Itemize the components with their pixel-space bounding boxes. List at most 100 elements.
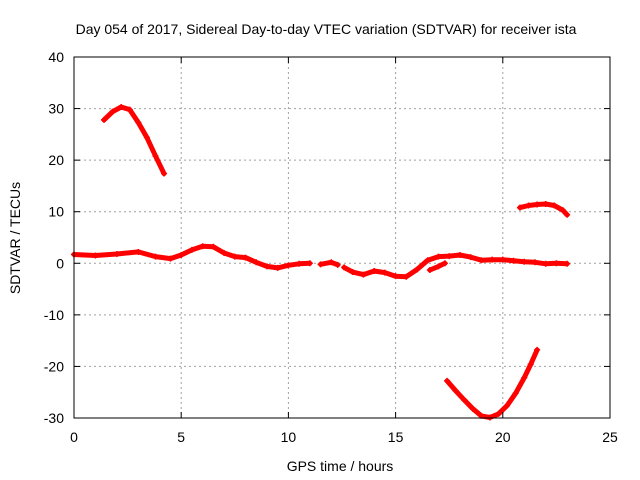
data-point bbox=[414, 266, 421, 273]
series-near-zero-satellite-tracks bbox=[71, 243, 571, 280]
data-point bbox=[152, 153, 159, 160]
data-point bbox=[495, 410, 502, 417]
data-point bbox=[263, 263, 270, 270]
data-point bbox=[231, 253, 238, 260]
data-point bbox=[285, 262, 292, 269]
data-point bbox=[531, 259, 538, 266]
x-tick-label: 10 bbox=[281, 429, 297, 445]
data-point bbox=[542, 260, 549, 267]
data-point bbox=[542, 200, 549, 207]
y-tick-label: -10 bbox=[44, 307, 64, 323]
data-point bbox=[274, 264, 281, 271]
y-tick-label: 20 bbox=[48, 152, 64, 168]
data-point bbox=[424, 257, 431, 264]
data-point bbox=[446, 253, 453, 260]
x-axis-label: GPS time / hours bbox=[287, 458, 394, 474]
series-early-high-arc bbox=[101, 104, 168, 177]
data-point bbox=[516, 204, 523, 211]
chart-title: Day 054 of 2017, Sidereal Day-to-day VTE… bbox=[76, 21, 577, 37]
data-point bbox=[403, 273, 410, 280]
data-point bbox=[188, 246, 195, 253]
data-point bbox=[551, 202, 558, 209]
data-point bbox=[135, 248, 142, 255]
plot-frame bbox=[73, 56, 611, 419]
y-tick-label: 30 bbox=[48, 101, 64, 117]
data-point bbox=[441, 260, 448, 267]
data-point bbox=[349, 269, 356, 276]
data-point bbox=[178, 252, 185, 259]
x-tick-label: 15 bbox=[388, 429, 404, 445]
data-point bbox=[525, 202, 532, 209]
data-point bbox=[210, 243, 217, 250]
data-point bbox=[504, 402, 511, 409]
data-point bbox=[512, 390, 519, 397]
data-point bbox=[392, 273, 399, 280]
data-point bbox=[242, 254, 249, 261]
series-negative-arc bbox=[444, 346, 541, 421]
data-traces bbox=[71, 104, 571, 421]
data-point bbox=[499, 256, 506, 263]
y-tick-label: 40 bbox=[48, 49, 64, 65]
data-point bbox=[521, 374, 528, 381]
data-point bbox=[334, 261, 341, 268]
data-point bbox=[527, 361, 534, 368]
data-point bbox=[341, 264, 348, 271]
data-point bbox=[461, 396, 468, 403]
data-point bbox=[328, 259, 335, 266]
data-point bbox=[253, 259, 260, 266]
data-point bbox=[306, 260, 313, 267]
data-point bbox=[534, 201, 541, 208]
data-point bbox=[478, 257, 485, 264]
x-tick-label: 0 bbox=[70, 429, 78, 445]
data-point bbox=[113, 251, 120, 258]
data-point bbox=[135, 119, 142, 126]
data-point bbox=[456, 252, 463, 259]
data-point bbox=[435, 253, 442, 260]
data-point bbox=[161, 170, 168, 177]
data-point bbox=[199, 243, 206, 250]
series-late-high-arc bbox=[516, 200, 571, 218]
data-point bbox=[486, 414, 493, 421]
data-point bbox=[92, 252, 99, 259]
data-point bbox=[521, 258, 528, 265]
data-point bbox=[564, 260, 571, 267]
data-point bbox=[126, 106, 133, 113]
data-point bbox=[167, 255, 174, 262]
y-tick-label: -30 bbox=[44, 410, 64, 426]
data-point bbox=[534, 346, 541, 353]
y-tick-label: -20 bbox=[44, 358, 64, 374]
data-point bbox=[469, 405, 476, 412]
data-point bbox=[221, 249, 228, 256]
x-tick-label: 5 bbox=[177, 429, 185, 445]
data-point bbox=[152, 253, 159, 260]
data-point bbox=[371, 268, 378, 275]
data-point bbox=[101, 116, 108, 123]
data-point bbox=[109, 108, 116, 115]
x-tick-label: 25 bbox=[602, 429, 618, 445]
data-point bbox=[553, 260, 560, 267]
y-tick-label: 0 bbox=[56, 255, 64, 271]
data-point bbox=[143, 134, 150, 141]
y-tick-label: 10 bbox=[48, 204, 64, 220]
data-point bbox=[444, 377, 451, 384]
data-point bbox=[564, 211, 571, 218]
data-point bbox=[296, 260, 303, 267]
data-point bbox=[435, 263, 442, 270]
data-point bbox=[118, 104, 125, 111]
data-point bbox=[360, 271, 367, 278]
data-point bbox=[317, 261, 324, 268]
data-point bbox=[489, 256, 496, 263]
data-point bbox=[381, 269, 388, 276]
series-line bbox=[444, 347, 540, 420]
x-tick-label: 20 bbox=[495, 429, 511, 445]
data-point bbox=[559, 207, 566, 214]
y-axis-label: SDTVAR / TECUs bbox=[7, 182, 23, 294]
series-line bbox=[341, 252, 570, 280]
data-point bbox=[510, 257, 517, 264]
data-point bbox=[426, 266, 433, 273]
data-point bbox=[467, 254, 474, 261]
axis-ticks: 0 5 10 15 20 25 -30 -20 -10 0 10 20 30 40 bbox=[44, 49, 618, 445]
data-point bbox=[452, 387, 459, 394]
